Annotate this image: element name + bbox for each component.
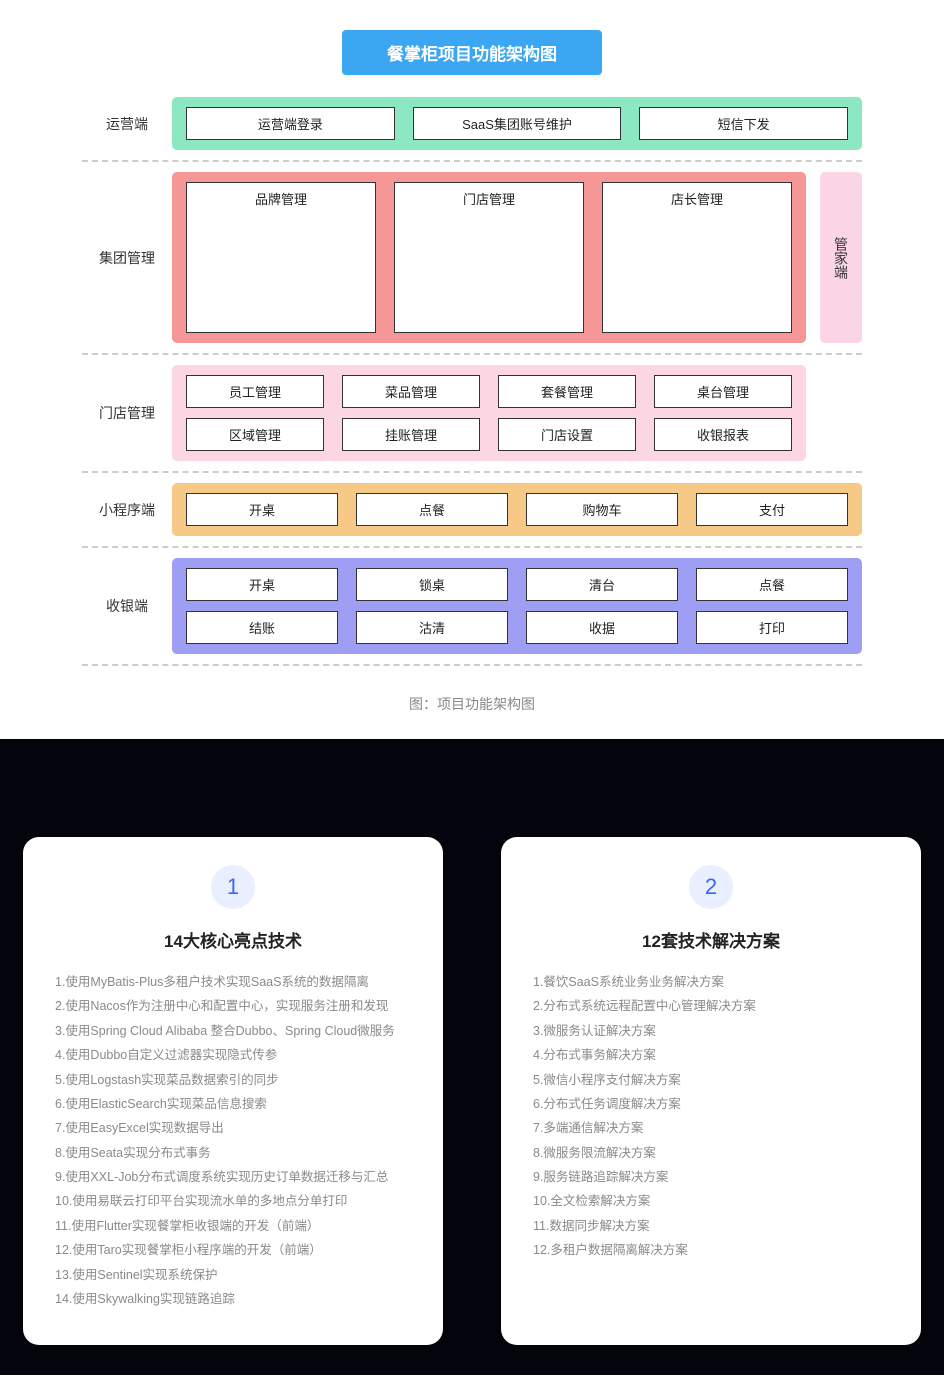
feature-cell: SaaS集团账号维护 (413, 107, 622, 140)
feature-cell: 短信下发 (639, 107, 848, 140)
feature-cell: 门店管理 (394, 182, 584, 333)
row-body: 开桌点餐购物车支付 (172, 483, 862, 536)
card-title: 14大核心亮点技术 (55, 927, 411, 952)
feature-cell: 桌台管理 (654, 375, 792, 408)
feature-cell: 门店设置 (498, 418, 636, 451)
architecture-diagram: 餐掌柜项目功能架构图 运营端运营端登录 SaaS集团账号维护短信下发集团管理品牌管… (0, 0, 944, 739)
feature-cell: 点餐 (696, 568, 848, 601)
card-list-item: 8.微服务限流解决方案 (533, 1141, 889, 1165)
card-list-item: 13.使用Sentinel实现系统保护 (55, 1263, 411, 1287)
feature-cell: 结账 (186, 611, 338, 644)
arch-row: 运营端运营端登录 SaaS集团账号维护短信下发 (82, 97, 862, 150)
card-list-item: 6.使用ElasticSearch实现菜品信息搜索 (55, 1092, 411, 1116)
arch-row: 小程序端开桌点餐购物车支付 (82, 483, 862, 536)
card-list-item: 4.分布式事务解决方案 (533, 1043, 889, 1067)
row-body: 品牌管理门店管理店长管理 (172, 172, 806, 343)
diagram-rows: 运营端运营端登录SaaS集团账号维护短信下发集团管理品牌管理门店管理店长管理管家… (82, 97, 862, 666)
card-title: 12套技术解决方案 (533, 927, 889, 952)
card-list-item: 7.使用EasyExcel实现数据导出 (55, 1116, 411, 1140)
card-list-item: 12.使用Taro实现餐掌柜小程序端的开发（前端） (55, 1238, 411, 1262)
side-manager-box: 管家端 (820, 172, 862, 343)
card-list-item: 1.使用MyBatis-Plus多租户技术实现SaaS系统的数据隔离 (55, 970, 411, 994)
card-list-item: 6.分布式任务调度解决方案 (533, 1092, 889, 1116)
row-label: 收银端 (82, 558, 172, 654)
feature-cell: 锁桌 (356, 568, 508, 601)
feature-cell: 挂账管理 (342, 418, 480, 451)
row-body: 开桌锁桌清台点餐结账沽清收据打印 (172, 558, 862, 654)
row-label: 集团管理 (82, 172, 172, 343)
feature-cell: 运营端登录 (186, 107, 395, 140)
arch-row: 门店管理员工管理菜品管理套餐管理桌台管理区域管理挂账管理门店设置收银报表 (82, 365, 862, 461)
cards-section: 1 14大核心亮点技术 1.使用MyBatis-Plus多租户技术实现SaaS系统的… (0, 787, 944, 1375)
card-list-item: 1.餐饮SaaS系统业务业务解决方案 (533, 970, 889, 994)
card-list-item: 2.使用Nacos作为注册中心和配置中心，实现服务注册和发现 (55, 994, 411, 1018)
feature-cell: 开桌 (186, 568, 338, 601)
feature-cell: 开桌 (186, 493, 338, 526)
row-label: 小程序端 (82, 483, 172, 536)
arch-row: 收银端开桌锁桌清台点餐结账沽清收据打印 (82, 558, 862, 654)
info-card: 2 12套技术解决方案 1.餐饮SaaS系统业务业务解决方案2.分布式系统远程配置中… (501, 837, 921, 1345)
card-list: 1.餐饮SaaS系统业务业务解决方案2.分布式系统远程配置中心管理解决方案3.微… (533, 970, 889, 1263)
feature-cell: 打印 (696, 611, 848, 644)
side-spacer (820, 365, 862, 461)
card-list-item: 9.使用XXL-Job分布式调度系统实现历史订单数据迁移与汇总 (55, 1165, 411, 1189)
card-list-item: 10.全文检索解决方案 (533, 1189, 889, 1213)
feature-cell: 品牌管理 (186, 182, 376, 333)
card-list-item: 14.使用Skywalking实现链路追踪 (55, 1287, 411, 1311)
arch-row: 集团管理品牌管理门店管理店长管理管家端 (82, 172, 862, 343)
feature-cell: 支付 (696, 493, 848, 526)
row-body: 运营端登录 SaaS集团账号维护短信下发 (172, 97, 862, 150)
card-list-item: 2.分布式系统远程配置中心管理解决方案 (533, 994, 889, 1018)
card-number-badge: 1 (211, 865, 255, 909)
card-list-item: 11.使用Flutter实现餐掌柜收银端的开发（前端） (55, 1214, 411, 1238)
feature-cell: 员工管理 (186, 375, 324, 408)
feature-cell: 套餐管理 (498, 375, 636, 408)
card-list-item: 5.使用Logstash实现菜品数据索引的同步 (55, 1068, 411, 1092)
feature-cell: 区域管理 (186, 418, 324, 451)
feature-cell: 店长管理 (602, 182, 792, 333)
card-list-item: 10.使用易联云打印平台实现流水单的多地点分单打印 (55, 1189, 411, 1213)
info-card: 1 14大核心亮点技术 1.使用MyBatis-Plus多租户技术实现SaaS系统的… (23, 837, 443, 1345)
diagram-title: 餐掌柜项目功能架构图 (342, 30, 602, 75)
feature-cell: 收银报表 (654, 418, 792, 451)
feature-cell: 沽清 (356, 611, 508, 644)
card-list-item: 3.使用Spring Cloud Alibaba 整合Dubbo、Spring … (55, 1019, 411, 1043)
feature-cell: 菜品管理 (342, 375, 480, 408)
card-list-item: 9.服务链路追踪解决方案 (533, 1165, 889, 1189)
diagram-caption: 图：项目功能架构图 (0, 694, 944, 714)
card-list-item: 8.使用Seata实现分布式事务 (55, 1141, 411, 1165)
card-list-item: 4.使用Dubbo自定义过滤器实现隐式传参 (55, 1043, 411, 1067)
card-list-item: 7.多端通信解决方案 (533, 1116, 889, 1140)
card-list-item: 3.微服务认证解决方案 (533, 1019, 889, 1043)
card-list: 1.使用MyBatis-Plus多租户技术实现SaaS系统的数据隔离2.使用Na… (55, 970, 411, 1311)
card-list-item: 11.数据同步解决方案 (533, 1214, 889, 1238)
feature-cell: 清台 (526, 568, 678, 601)
row-label: 运营端 (82, 97, 172, 150)
row-label: 门店管理 (82, 365, 172, 461)
card-list-item: 12.多租户数据隔离解决方案 (533, 1238, 889, 1262)
feature-cell: 购物车 (526, 493, 678, 526)
feature-cell: 收据 (526, 611, 678, 644)
feature-cell: 点餐 (356, 493, 508, 526)
dark-separator (0, 739, 944, 787)
card-number-badge: 2 (689, 865, 733, 909)
row-body: 员工管理菜品管理套餐管理桌台管理区域管理挂账管理门店设置收银报表 (172, 365, 806, 461)
card-list-item: 5.微信小程序支付解决方案 (533, 1068, 889, 1092)
